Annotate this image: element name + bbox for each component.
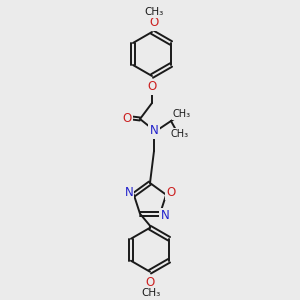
- Text: CH₃: CH₃: [171, 129, 189, 139]
- Text: N: N: [160, 209, 169, 222]
- Text: O: O: [122, 112, 132, 124]
- Text: O: O: [167, 186, 176, 199]
- Text: CH₃: CH₃: [173, 109, 191, 119]
- Text: N: N: [124, 186, 133, 199]
- Text: O: O: [146, 276, 154, 289]
- Text: N: N: [150, 124, 158, 137]
- Text: O: O: [149, 16, 159, 29]
- Text: O: O: [147, 80, 157, 94]
- Text: CH₃: CH₃: [141, 288, 160, 298]
- Text: CH₃: CH₃: [144, 7, 164, 17]
